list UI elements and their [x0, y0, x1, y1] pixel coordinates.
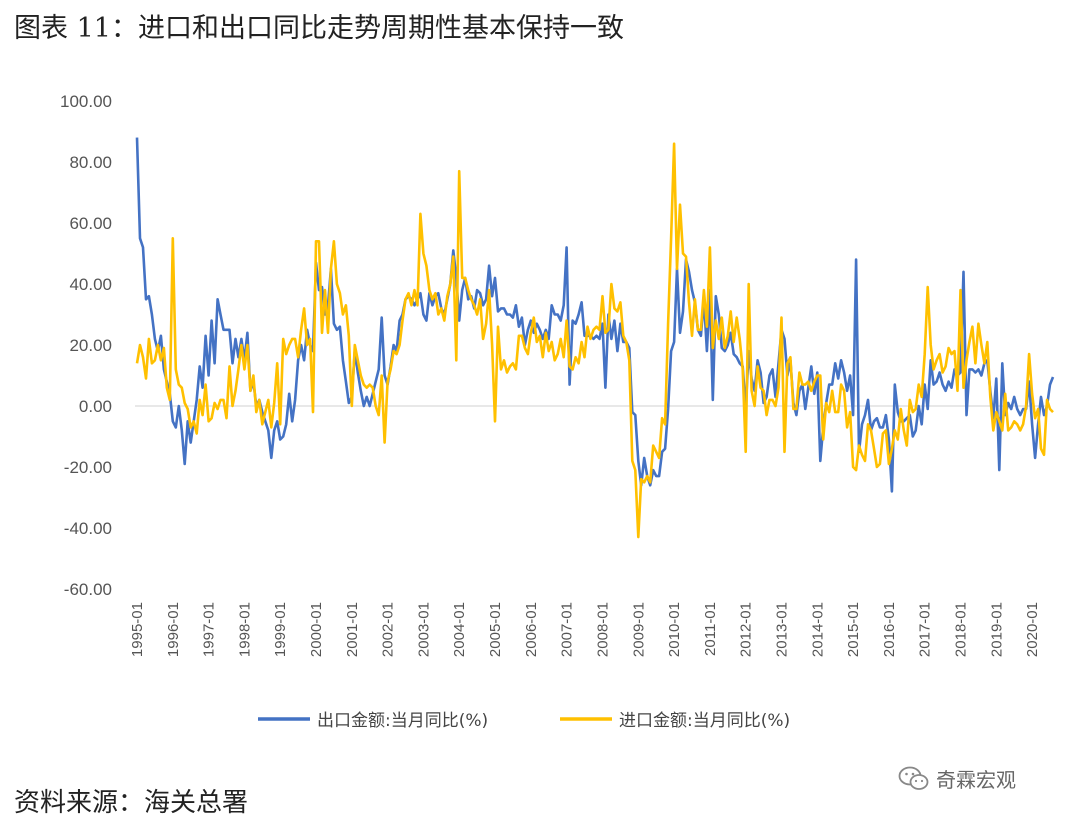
y-tick-label: 40.00 — [69, 275, 112, 294]
x-tick-label: 1996-01 — [165, 602, 182, 657]
x-tick-label: 2013-01 — [773, 602, 790, 657]
x-tick-label: 2001-01 — [344, 602, 361, 657]
x-tick-label: 2007-01 — [559, 602, 576, 657]
x-tick-label: 1995-01 — [129, 602, 146, 657]
x-tick-label: 2017-01 — [917, 602, 934, 657]
x-tick-label: 2004-01 — [451, 602, 468, 657]
source-note: 资料来源：海关总署 — [14, 788, 249, 818]
y-tick-label: 100.00 — [60, 92, 112, 111]
legend-label-import: 进口金额:当月同比(%) — [619, 711, 790, 731]
x-axis: 1995-01 1996-01 1997-01 1998-01 1999-01 2000-… — [129, 602, 1041, 657]
x-tick-label: 2010-01 — [666, 602, 683, 657]
x-tick-label: 1998-01 — [236, 602, 253, 657]
x-tick-label: 2003-01 — [415, 602, 432, 657]
x-tick-label: 2018-01 — [952, 602, 969, 657]
x-tick-label: 2014-01 — [809, 602, 826, 657]
x-tick-label: 1997-01 — [201, 602, 218, 657]
y-tick-label: -60.00 — [64, 580, 112, 599]
x-tick-label: 2016-01 — [881, 602, 898, 657]
series-line-export — [135, 137, 1055, 493]
y-axis: -60.00 -40.00 -20.00 0.00 20.00 40.00 60.00 80.… — [60, 92, 1050, 599]
watermark: 奇霖宏观 — [898, 764, 1016, 793]
x-tick-label: 2006-01 — [523, 602, 540, 657]
y-tick-label: -20.00 — [64, 458, 112, 477]
x-tick-label: 2008-01 — [594, 602, 611, 657]
y-tick-label: 0.00 — [79, 397, 112, 416]
series-line-import — [135, 142, 1054, 539]
x-tick-label: 2012-01 — [738, 602, 755, 657]
x-tick-label: 2019-01 — [988, 602, 1005, 657]
x-tick-label: 2015-01 — [845, 602, 862, 657]
wechat-icon — [898, 766, 929, 790]
y-tick-label: 80.00 — [69, 153, 112, 172]
x-tick-label: 2005-01 — [487, 602, 504, 657]
x-tick-label: 2009-01 — [630, 602, 647, 657]
series-layer — [135, 137, 1055, 539]
x-tick-label: 2002-01 — [380, 602, 397, 657]
y-tick-label: 60.00 — [69, 214, 112, 233]
x-tick-label: 2000-01 — [308, 602, 325, 657]
watermark-text: 奇霖宏观 — [936, 768, 1016, 792]
legend: 出口金额:当月同比(%) 进口金额:当月同比(%) — [258, 711, 790, 731]
x-tick-label: 2011-01 — [702, 602, 719, 656]
x-tick-label: 2020-01 — [1024, 602, 1041, 657]
legend-label-export: 出口金额:当月同比(%) — [317, 711, 488, 731]
figure-title: 图表 11：进口和出口同比走势周期性基本保持一致 — [14, 13, 624, 44]
y-tick-label: 20.00 — [69, 336, 112, 355]
x-tick-label: 1999-01 — [272, 602, 289, 657]
y-tick-label: -40.00 — [64, 519, 112, 538]
